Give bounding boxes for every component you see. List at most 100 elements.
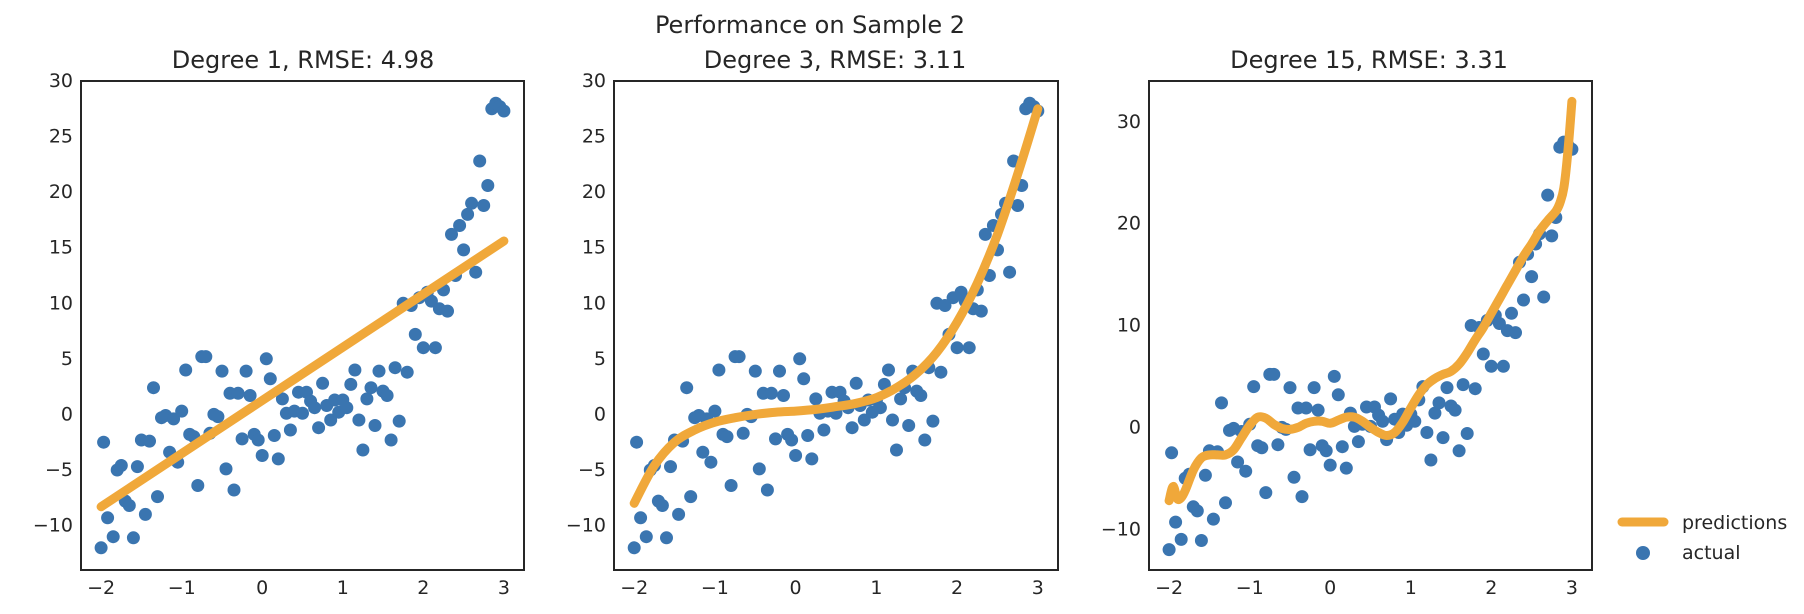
actual-point <box>106 530 120 544</box>
actual-point <box>809 392 823 406</box>
actual-point <box>890 443 903 457</box>
y-tick-label: −10 <box>33 515 73 537</box>
actual-point <box>873 401 887 415</box>
actual-point <box>1287 470 1301 484</box>
actual-point <box>1440 381 1454 395</box>
panel-degree-3: Degree 3, RMSE: 3.11 −2 −1 0 1 2 3−10−5051015… <box>566 46 1059 599</box>
actual-point <box>724 479 738 492</box>
legend-actual-swatch <box>1636 546 1650 560</box>
actual-point <box>696 445 710 459</box>
actual-point <box>175 404 189 418</box>
actual-point <box>773 364 786 378</box>
actual-point <box>138 507 152 521</box>
actual-point <box>348 363 362 377</box>
actual-point <box>255 449 269 462</box>
actual-point <box>457 243 471 257</box>
actual-point <box>1384 392 1398 406</box>
actual-point <box>712 363 726 377</box>
y-tick-label: 30 <box>582 70 606 92</box>
actual-point <box>388 361 402 375</box>
x-tick-label: 2 <box>417 577 429 599</box>
actual-point <box>934 365 948 379</box>
x-tick-label: 1 <box>1405 577 1417 599</box>
y-tick-label: 10 <box>1117 315 1141 337</box>
actual-point <box>805 452 819 466</box>
panel-1-frame <box>80 80 525 571</box>
actual-point <box>1408 414 1422 428</box>
actual-point <box>340 401 354 415</box>
actual-point <box>817 423 831 437</box>
x-tick-label: 3 <box>1032 577 1044 599</box>
actual-point <box>1420 426 1434 439</box>
actual-point <box>1339 461 1353 475</box>
actual-point <box>352 413 366 427</box>
actual-point <box>239 364 253 378</box>
actual-point <box>114 459 128 472</box>
x-tick-label: 1 <box>337 577 349 599</box>
y-tick-label: 25 <box>582 126 606 148</box>
panel-title-degree-15: Degree 15, RMSE: 3.31 <box>1230 46 1508 74</box>
x-tick-label: −2 <box>620 577 648 599</box>
actual-point <box>974 304 988 318</box>
actual-point <box>481 179 495 192</box>
actual-point <box>445 227 458 241</box>
actual-point <box>704 455 718 469</box>
actual-point <box>497 104 511 118</box>
actual-point <box>857 413 871 427</box>
actual-point <box>231 386 245 400</box>
x-tick-label: 2 <box>951 577 963 599</box>
actual-point <box>894 392 908 406</box>
actual-point <box>672 507 686 521</box>
actual-point <box>634 511 648 525</box>
actual-point <box>211 410 225 424</box>
actual-point <box>845 421 859 435</box>
actual-point <box>1323 458 1337 472</box>
actual-point <box>1011 199 1025 212</box>
actual-point <box>1165 446 1179 460</box>
y-tick-label: 25 <box>49 126 73 148</box>
actual-point <box>283 423 297 437</box>
y-tick-label: 20 <box>582 181 606 203</box>
actual-point <box>1517 293 1530 307</box>
actual-point <box>684 490 698 504</box>
actual-point <box>227 483 241 497</box>
actual-point <box>1456 378 1470 392</box>
actual-point <box>882 363 895 377</box>
actual-point <box>191 479 205 492</box>
actual-point <box>380 389 394 402</box>
actual-point <box>263 372 277 386</box>
actual-point <box>902 419 916 432</box>
actual-point <box>308 401 322 415</box>
x-tick-label: 0 <box>790 577 802 599</box>
actual-point <box>1239 464 1253 478</box>
actual-point <box>797 372 811 386</box>
actual-point <box>1448 403 1462 417</box>
actual-point <box>251 433 265 447</box>
actual-point <box>364 381 378 395</box>
actual-point <box>356 443 370 457</box>
actual-point <box>1351 435 1365 449</box>
actual-point <box>732 350 746 364</box>
actual-point <box>769 432 782 446</box>
actual-point <box>179 363 193 377</box>
actual-point <box>1303 443 1317 457</box>
predictions-line <box>629 104 1043 508</box>
actual-point <box>1428 406 1442 420</box>
actual-point <box>344 377 358 391</box>
actual-point <box>918 433 932 447</box>
y-tick-label: 5 <box>61 348 73 370</box>
actual-point <box>639 530 653 544</box>
actual-point <box>1231 455 1245 469</box>
x-tick-label: −1 <box>701 577 729 599</box>
actual-point <box>1255 441 1269 455</box>
predictions-line <box>96 236 509 512</box>
y-tick-label: 15 <box>49 237 73 259</box>
actual-point <box>101 511 115 525</box>
actual-point <box>1537 290 1551 304</box>
x-tick-label: 2 <box>1485 577 1497 599</box>
actual-point <box>130 460 144 474</box>
actual-point <box>400 365 414 379</box>
actual-point <box>630 435 644 449</box>
